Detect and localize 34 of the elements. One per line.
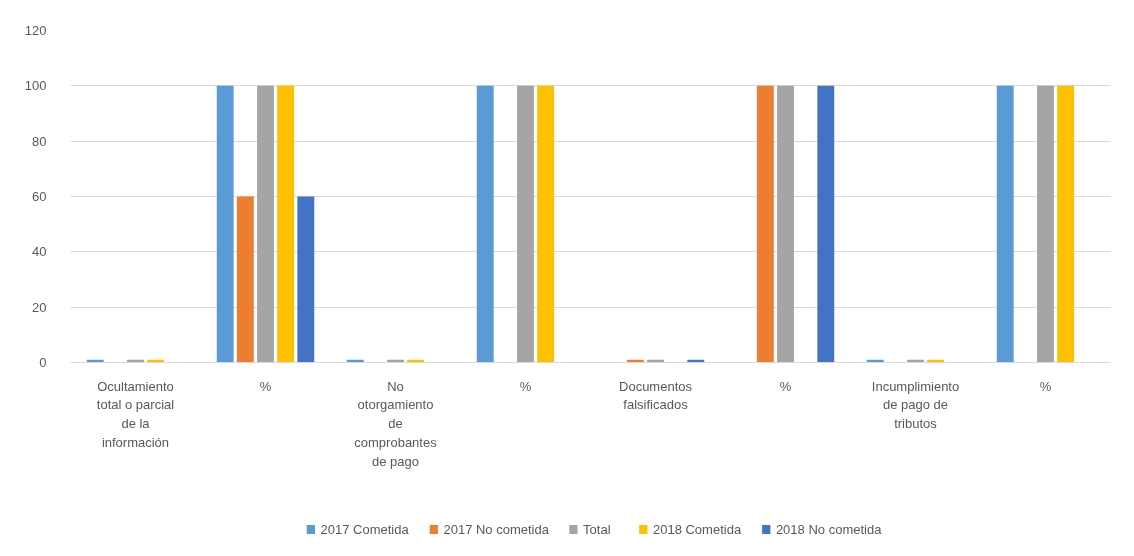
y-tick-label: 80 [32, 133, 47, 149]
bar [1037, 85, 1054, 363]
x-tick-label: % [259, 378, 272, 394]
bar [476, 85, 494, 363]
legend-label: 2017 Cometida [320, 522, 410, 537]
legend-label: Total [583, 522, 611, 537]
bar [236, 196, 254, 363]
bar [756, 85, 774, 363]
x-tick-label: % [519, 378, 532, 394]
y-tick-label: 0 [39, 355, 47, 370]
bar [537, 85, 555, 363]
y-tick-label: 100 [24, 78, 47, 94]
bar [1057, 85, 1075, 363]
legend-label: 2017 No cometida [443, 522, 550, 537]
x-tick-label: % [1039, 378, 1052, 394]
x-tick-label: Ocultamiento total o parcial de la información [96, 378, 175, 450]
legend-label: 2018 Cometida [652, 522, 742, 537]
y-tick-label: 120 [24, 23, 47, 38]
y-tick-label: 40 [32, 244, 47, 260]
bar [996, 85, 1014, 363]
bar [297, 196, 315, 363]
bar [517, 85, 534, 363]
y-tick-label: 20 [32, 299, 47, 315]
x-tick-label: % [779, 378, 792, 394]
x-tick-label: No otorgamiento de comprobantes de pago [354, 378, 438, 469]
bar [277, 85, 295, 363]
legend-label: 2018 No cometida [775, 522, 883, 537]
bar [817, 85, 835, 363]
bar [216, 85, 234, 363]
x-tick-label: Documentos falsificados [619, 378, 693, 413]
bar [257, 85, 274, 363]
y-tick-label: 60 [32, 189, 47, 204]
bar [777, 85, 794, 363]
x-tick-label: Incumplimiento de pago de tributos [871, 378, 960, 431]
